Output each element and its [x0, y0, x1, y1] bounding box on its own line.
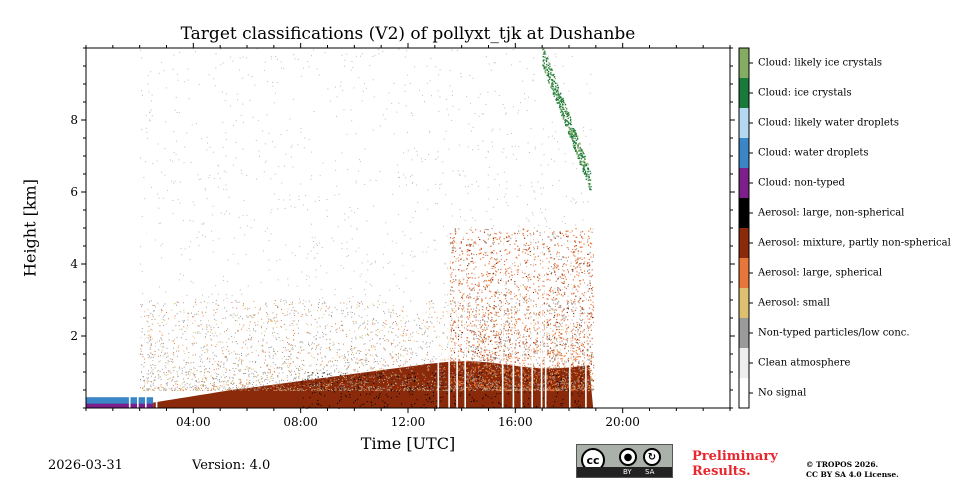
chart-title: Target classifications (V2) of pollyxt_t…: [180, 24, 636, 44]
no-signal-gaps: [128, 228, 587, 408]
legend-label: Cloud: non-typed: [758, 177, 845, 189]
legend-swatch: [739, 138, 749, 168]
x-tick-label: 08:00: [283, 415, 318, 429]
preliminary-line-1: Preliminary: [692, 449, 778, 464]
cc-by-text: BY: [623, 468, 632, 476]
x-tick-label: 04:00: [176, 415, 211, 429]
license-line-1: © TROPOS 2026.: [806, 460, 879, 469]
y-tick-label: 6: [70, 185, 78, 199]
region-non-typed-particles: [139, 48, 595, 391]
legend-label: Cloud: ice crystals: [758, 87, 852, 99]
x-tick-label: 16:00: [498, 415, 533, 429]
legend-swatch: [739, 168, 749, 198]
region-ice-cloud: [542, 48, 592, 191]
legend-label: Aerosol: mixture, partly non-spherical: [758, 237, 951, 249]
axes: [81, 43, 735, 413]
cc-strip: [577, 467, 672, 477]
legend-frame: [738, 47, 750, 409]
region-non-typed-cloud-surface: [86, 403, 154, 408]
legend-swatch: [739, 348, 749, 378]
by-icon: ●: [619, 448, 637, 466]
cc-license-badge: cc ● ↻ BY SA: [576, 444, 673, 478]
legend-label: Aerosol: small: [758, 297, 830, 309]
legend-label: Aerosol: large, spherical: [758, 267, 883, 279]
legend-swatch: [739, 258, 749, 288]
legend-label: Cloud: likely water droplets: [758, 117, 899, 129]
legend-label: Clean atmosphere: [758, 357, 851, 369]
y-tick-label: 2: [70, 329, 78, 343]
legend-colorbar: [738, 47, 753, 409]
legend-label: Cloud: water droplets: [758, 147, 869, 159]
legend-swatch: [739, 78, 749, 108]
x-tick-label: 20:00: [605, 415, 640, 429]
legend-label: No signal: [758, 387, 807, 399]
y-tick-label: 8: [70, 113, 78, 127]
region-water-cloud-surface: [86, 397, 154, 408]
preliminary-line-2: Results.: [692, 464, 751, 479]
legend-swatch: [739, 198, 749, 228]
legend-label: Cloud: likely ice crystals: [758, 57, 883, 69]
legend-swatch: [739, 228, 749, 258]
plot-frame: [85, 47, 731, 409]
x-axis-label: Time [UTC]: [360, 434, 456, 453]
license-line-2: CC BY SA 4.0 License.: [806, 470, 899, 479]
footer-date: 2026-03-31: [48, 458, 123, 473]
footer-version: Version: 4.0: [192, 458, 271, 473]
legend-label: Non-typed particles/low conc.: [758, 327, 910, 339]
plot-area: [86, 48, 595, 409]
preliminary-notice: Preliminary Results.: [692, 449, 778, 479]
cc-sa-text: SA: [645, 468, 655, 476]
legend-swatch: [739, 48, 749, 78]
license-text: © TROPOS 2026. CC BY SA 4.0 License.: [806, 460, 899, 480]
y-axis-label: Height [km]: [20, 179, 40, 277]
legend-swatch: [739, 288, 749, 318]
legend-swatch: [739, 378, 749, 408]
legend-swatch: [739, 318, 749, 348]
legend-label: Aerosol: large, non-spherical: [758, 207, 905, 219]
sa-icon: ↻: [643, 448, 661, 466]
legend-swatch: [739, 108, 749, 138]
x-tick-label: 12:00: [390, 415, 426, 429]
y-tick-label: 4: [70, 257, 78, 271]
